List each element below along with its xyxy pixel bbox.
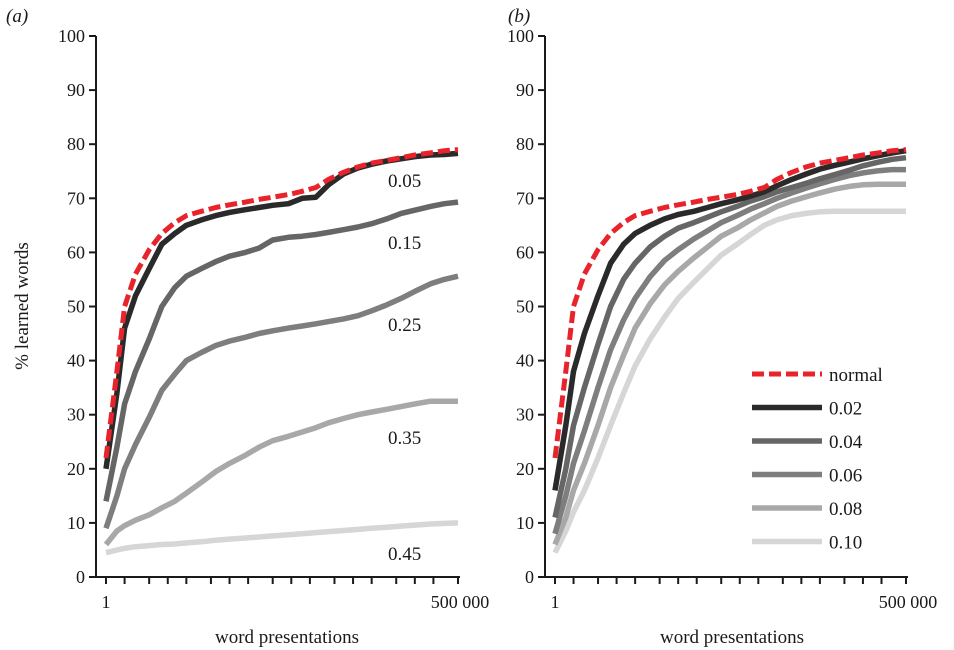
- x-tick-label: 500 000: [879, 592, 938, 612]
- series-line-0.08: [552, 181, 906, 546]
- panel-a-series: [103, 147, 459, 556]
- line-label-0.15: 0.15: [388, 233, 421, 254]
- legend-label: 0.10: [829, 533, 862, 554]
- panel-a-label: (a): [6, 6, 28, 27]
- panel-b-x-ticks: 1 500 000: [551, 577, 938, 612]
- y-tick-label: 30: [67, 405, 85, 425]
- panel-a: (a) % learned words word presentations 0…: [6, 6, 489, 648]
- panel-b-y-ticks: 0 10 20 30 40 50 60 70 80 90 100: [507, 26, 545, 587]
- panel-b-legend: normal 0.02 0.04 0.06 0.08 0.10: [752, 365, 883, 554]
- legend-label: 0.08: [829, 499, 862, 520]
- y-tick-label: 20: [516, 459, 534, 479]
- series-line-0.35: [103, 398, 458, 547]
- y-tick-label: 80: [516, 134, 534, 154]
- y-tick-label: 10: [67, 513, 85, 533]
- line-label-0.45: 0.45: [388, 544, 421, 565]
- legend-label: 0.02: [829, 399, 862, 420]
- panel-a-xlabel: word presentations: [215, 627, 359, 648]
- x-tick-label: 500 000: [431, 592, 490, 612]
- series-line-normal: [103, 147, 459, 459]
- y-tick-label: 60: [67, 242, 85, 262]
- y-tick-label: 50: [67, 297, 85, 317]
- panel-a-x-ticks: 1 500 000: [102, 577, 490, 612]
- series-line-0.06: [552, 166, 906, 535]
- y-tick-label: 100: [58, 26, 85, 46]
- panel-a-ylabel: % learned words: [12, 242, 33, 370]
- series-line-0.25: [103, 273, 459, 530]
- y-tick-label: 100: [507, 26, 534, 46]
- y-tick-label: 40: [516, 351, 534, 371]
- x-tick-label: 1: [102, 592, 111, 612]
- y-tick-label: 0: [525, 567, 534, 587]
- panel-a-y-ticks: 0 10 20 30 40 50 60 70 80 90 100: [58, 26, 96, 587]
- legend-label: 0.06: [829, 466, 862, 487]
- series-line-0.10: [552, 208, 906, 554]
- panel-b-xlabel: word presentations: [660, 627, 804, 648]
- y-tick-label: 30: [516, 405, 534, 425]
- y-tick-label: 70: [67, 188, 85, 208]
- series-line-normal: [552, 147, 907, 459]
- line-label-0.25: 0.25: [388, 315, 421, 336]
- y-tick-label: 60: [516, 242, 534, 262]
- line-label-0.35: 0.35: [388, 428, 421, 449]
- series-line-0.15: [103, 199, 459, 502]
- series-line-0.45: [105, 520, 459, 556]
- y-tick-label: 90: [516, 80, 534, 100]
- y-tick-label: 0: [76, 567, 85, 587]
- y-tick-label: 70: [516, 188, 534, 208]
- panel-b-label: (b): [508, 6, 530, 27]
- y-tick-label: 50: [516, 297, 534, 317]
- series-line-0.04: [552, 154, 907, 519]
- y-tick-label: 20: [67, 459, 85, 479]
- panel-b: (b) word presentations 0 10 20 30 40 50 60 70 80…: [507, 6, 937, 648]
- x-tick-label: 1: [551, 592, 560, 612]
- panel-b-series: [552, 147, 907, 554]
- legend-label: normal: [829, 365, 883, 386]
- y-tick-label: 90: [67, 80, 85, 100]
- y-tick-label: 10: [516, 513, 534, 533]
- series-line-0.02: [552, 147, 907, 491]
- y-tick-label: 80: [67, 134, 85, 154]
- line-label-0.05: 0.05: [388, 171, 421, 192]
- y-tick-label: 40: [67, 351, 85, 371]
- legend-label: 0.04: [829, 432, 863, 453]
